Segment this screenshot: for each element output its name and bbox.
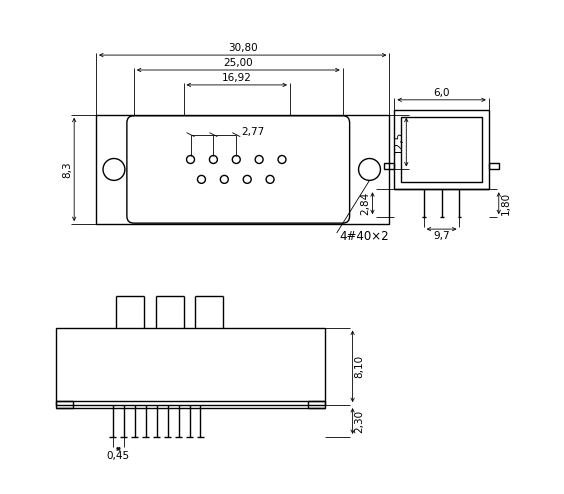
Text: 16,92: 16,92 — [222, 73, 252, 83]
Text: 0,45: 0,45 — [107, 451, 130, 461]
Text: 2,30: 2,30 — [355, 410, 364, 433]
Bar — [308, 401, 325, 408]
Text: 9,7: 9,7 — [433, 231, 450, 241]
Text: 30,80: 30,80 — [228, 43, 258, 53]
Text: 25,00: 25,00 — [223, 58, 253, 68]
Text: 12,5: 12,5 — [394, 130, 404, 154]
Text: 8,10: 8,10 — [355, 355, 364, 378]
Bar — [56, 401, 73, 408]
Text: 4#40×2: 4#40×2 — [340, 230, 389, 243]
Bar — [56, 328, 325, 405]
Text: 1,80: 1,80 — [501, 192, 511, 215]
Text: 2,77: 2,77 — [241, 126, 265, 137]
Bar — [394, 110, 489, 189]
Text: 2,84: 2,84 — [360, 192, 371, 215]
Bar — [96, 115, 389, 224]
Bar — [402, 117, 482, 182]
Bar — [385, 164, 394, 169]
Bar — [489, 164, 499, 169]
Text: 6,0: 6,0 — [433, 88, 450, 98]
Text: 8,3: 8,3 — [62, 161, 72, 178]
